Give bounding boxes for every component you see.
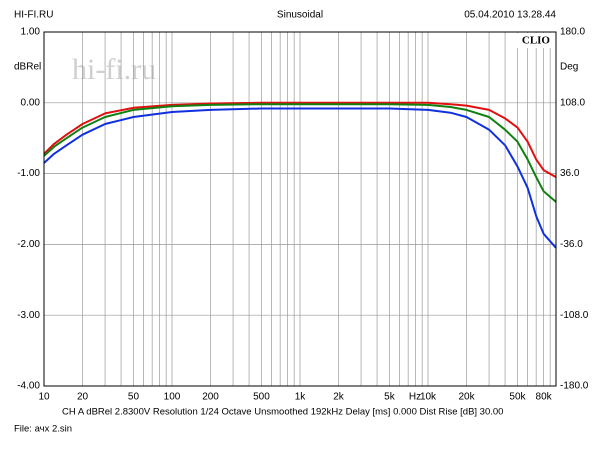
x-tick-label: 5k bbox=[384, 392, 396, 403]
brand-label: CLIO bbox=[522, 35, 551, 47]
y2-tick-label: 180.0 bbox=[560, 27, 585, 38]
brand-box bbox=[512, 33, 555, 48]
x-tick-label: 100 bbox=[164, 392, 181, 403]
series-line bbox=[43, 101, 557, 178]
y-tick-label: 0.00 bbox=[21, 97, 41, 108]
header-left: HI-FI.RU bbox=[14, 10, 53, 21]
timestamp: 05.04.2010 13.28.44 bbox=[464, 10, 556, 21]
footer: CH A dBRel 2.8300V Resolution 1/24 Octav… bbox=[62, 407, 503, 418]
x-tick-label: 50k bbox=[509, 392, 526, 403]
plot-border bbox=[43, 31, 557, 387]
y2-tick-label: -36.0 bbox=[560, 239, 583, 250]
x-tick-label: 1k bbox=[295, 392, 307, 403]
file-name: File: ачх 2.sin bbox=[14, 424, 72, 435]
x-tick-label: 20k bbox=[458, 392, 475, 403]
y2-tick-label: -180.0 bbox=[560, 381, 589, 392]
y2-axis-label: Deg bbox=[560, 62, 578, 73]
series-line bbox=[43, 107, 557, 249]
y-tick-label: -4.00 bbox=[17, 381, 40, 392]
y2-tick-label: 108.0 bbox=[560, 97, 585, 108]
y-tick-label: 1.00 bbox=[21, 27, 41, 38]
x-tick-label: 10k bbox=[420, 392, 437, 403]
y-axis-label: dBRel bbox=[14, 62, 41, 73]
x-tick-label: 200 bbox=[202, 392, 219, 403]
y-tick-label: -3.00 bbox=[17, 310, 40, 321]
x-tick-label: 50 bbox=[128, 392, 140, 403]
series-line bbox=[43, 103, 557, 203]
chart-title: Sinusoidal bbox=[277, 10, 323, 21]
x-tick-label: 80k bbox=[536, 392, 553, 403]
y2-tick-label: 36.0 bbox=[560, 168, 580, 179]
watermark: hi-fi.ru bbox=[72, 53, 156, 86]
x-unit-label: Hz bbox=[409, 392, 421, 403]
x-tick-label: 500 bbox=[253, 392, 270, 403]
x-tick-label: 2k bbox=[333, 392, 345, 403]
y-tick-label: -2.00 bbox=[17, 239, 40, 250]
x-tick-label: 10 bbox=[38, 392, 50, 403]
y2-tick-label: -108.0 bbox=[560, 310, 589, 321]
x-tick-label: 20 bbox=[77, 392, 89, 403]
y-tick-label: -1.00 bbox=[17, 168, 40, 179]
